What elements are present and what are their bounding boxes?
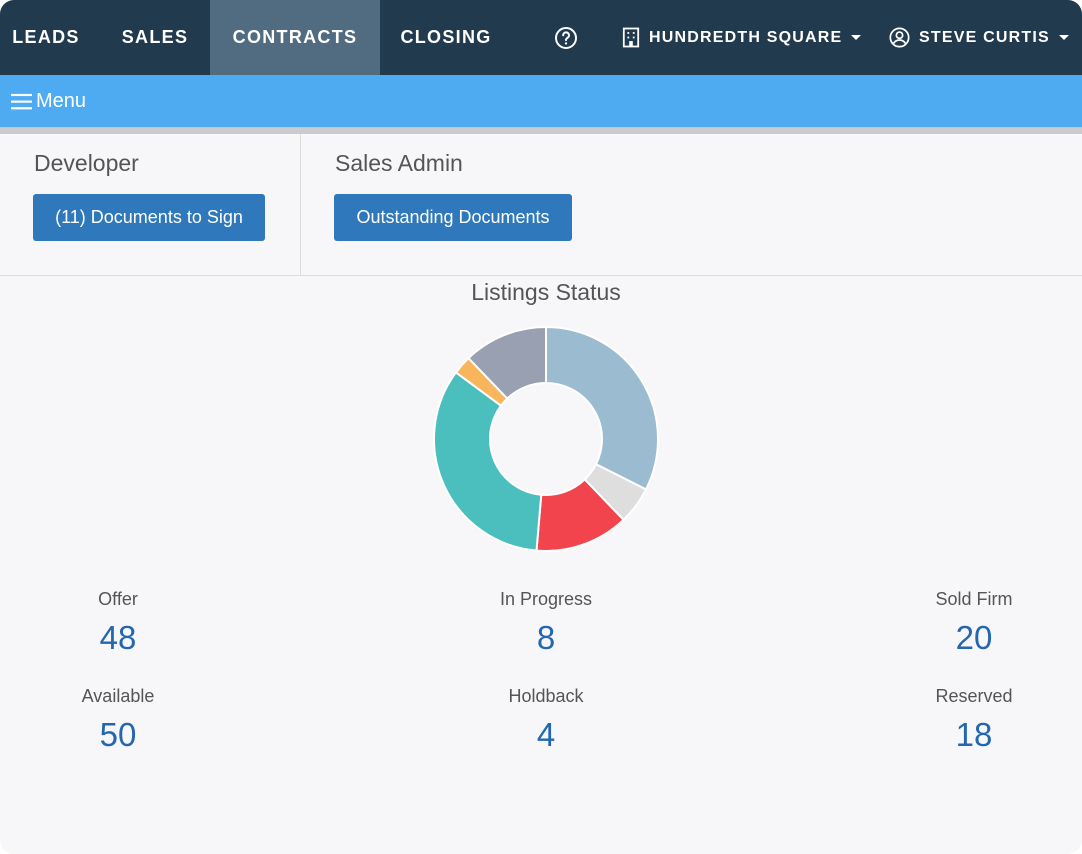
chevron-down-icon	[851, 35, 862, 40]
panel-divider	[300, 134, 301, 276]
tab-contracts[interactable]: CONTRACTS	[210, 0, 380, 75]
developer-title: Developer	[34, 150, 139, 176]
project-dropdown[interactable]: HUNDREDTH SQUARE	[622, 0, 862, 75]
menu-button[interactable]: Menu	[10, 88, 86, 114]
donut-slice-offer	[467, 326, 547, 400]
donut-slice-sold-firm	[545, 326, 659, 491]
menu-label: Menu	[36, 89, 87, 112]
chevron-down-icon	[1058, 35, 1069, 40]
project-name: HUNDREDTH SQUARE	[649, 28, 843, 46]
top-navigation: LEADS SALES CONTRACTS CLOSING HUNDREDTH …	[0, 0, 1082, 75]
tab-leads[interactable]: LEADS	[12, 27, 80, 47]
stat-label: Sold Firm	[935, 589, 1013, 609]
tab-sales[interactable]: SALES	[121, 27, 189, 47]
stat-in-progress: In Progress 8	[436, 589, 656, 657]
stat-label: Offer	[98, 589, 138, 609]
tab-closing[interactable]: CLOSING	[400, 27, 492, 47]
user-name: STEVE CURTIS	[919, 28, 1050, 46]
stat-label: Available	[81, 686, 155, 706]
stat-reserved: Reserved 18	[864, 686, 1082, 754]
outstanding-documents-button[interactable]: Outstanding Documents	[334, 194, 572, 241]
stat-value: 8	[536, 619, 556, 656]
stat-value: 50	[99, 716, 137, 753]
sales-admin-title: Sales Admin	[335, 150, 463, 176]
stat-sold-firm: Sold Firm 20	[864, 589, 1082, 657]
stat-holdback: Holdback 4	[436, 686, 656, 754]
stat-value: 4	[536, 716, 556, 753]
documents-to-sign-button[interactable]: (11) Documents to Sign	[33, 194, 265, 241]
stat-value: 48	[99, 619, 137, 656]
stat-available: Available 50	[8, 686, 228, 754]
building-icon	[622, 27, 640, 48]
stat-value: 18	[955, 716, 993, 753]
user-circle-icon	[889, 27, 910, 48]
donut-slice-available	[433, 371, 543, 552]
stat-label: In Progress	[499, 589, 593, 609]
user-dropdown[interactable]: STEVE CURTIS	[889, 0, 1069, 75]
menu-bar: Menu	[0, 75, 1082, 127]
stat-offer: Offer 48	[8, 589, 228, 657]
listings-status-donut-chart	[433, 326, 659, 552]
stat-label: Reserved	[935, 686, 1013, 706]
menu-bar-divider	[0, 127, 1082, 134]
stat-label: Holdback	[508, 686, 584, 706]
stat-value: 20	[955, 619, 993, 656]
question-circle-icon[interactable]	[554, 26, 578, 50]
chart-title: Listings Status	[471, 279, 621, 305]
hamburger-icon	[11, 93, 32, 109]
role-panels: Developer (11) Documents to Sign Sales A…	[0, 134, 1082, 276]
